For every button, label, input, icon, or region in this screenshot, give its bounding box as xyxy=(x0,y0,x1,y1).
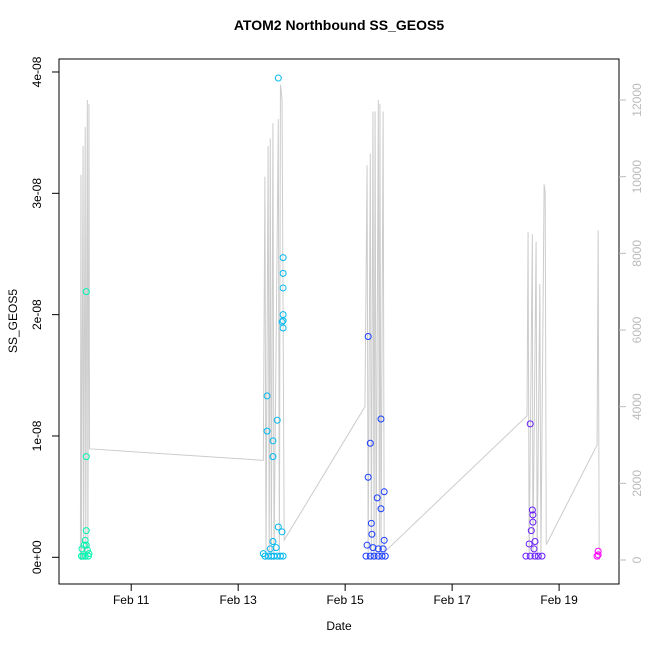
data-point xyxy=(363,541,371,549)
y2-tick-label: 0 xyxy=(630,556,644,563)
data-point xyxy=(377,505,385,513)
x-tick-label: Feb 17 xyxy=(433,593,471,607)
data-point xyxy=(593,552,601,560)
data-point xyxy=(527,527,535,535)
data-point xyxy=(379,545,387,553)
data-point xyxy=(364,473,372,481)
data-point xyxy=(381,552,389,560)
y-tick-label: 3e-08 xyxy=(30,178,44,209)
data-point xyxy=(538,552,546,560)
data-point xyxy=(374,545,382,553)
data-point xyxy=(366,439,374,447)
data-point xyxy=(525,540,533,548)
data-point xyxy=(77,552,85,560)
data-point xyxy=(531,538,539,546)
data-point xyxy=(82,453,90,461)
y2-tick-label: 10000 xyxy=(630,160,644,194)
data-point xyxy=(82,541,90,549)
data-point xyxy=(529,511,537,519)
data-point xyxy=(279,269,287,277)
data-point xyxy=(80,541,88,549)
data-point xyxy=(374,552,382,560)
data-point xyxy=(279,254,287,262)
data-point xyxy=(364,332,372,340)
x-tick-label: Feb 13 xyxy=(219,593,257,607)
y2-tick-label: 8000 xyxy=(630,240,644,267)
data-point xyxy=(274,74,282,82)
data-point xyxy=(526,552,534,560)
data-point xyxy=(378,552,386,560)
data-point xyxy=(531,552,539,560)
data-point xyxy=(266,545,274,553)
data-point xyxy=(263,392,271,400)
data-point xyxy=(82,288,90,296)
x-axis-label: Date xyxy=(326,619,352,633)
data-point xyxy=(530,545,538,553)
y-axis-label: SS_GEOS5 xyxy=(6,289,20,353)
y2-tick-label: 4000 xyxy=(630,393,644,420)
x-tick-label: Feb 15 xyxy=(326,593,364,607)
y-tick-label: 1e-08 xyxy=(30,420,44,451)
data-point xyxy=(534,552,542,560)
data-point xyxy=(278,528,286,536)
data-point xyxy=(274,523,282,531)
data-point xyxy=(370,552,378,560)
x-tick-label: Feb 11 xyxy=(113,593,150,607)
data-point xyxy=(276,552,284,560)
x-tick-label: Feb 19 xyxy=(540,593,578,607)
y-tick-label: 0e+00 xyxy=(30,540,44,574)
data-point xyxy=(279,284,287,292)
data-point xyxy=(269,453,277,461)
data-point xyxy=(81,536,89,544)
data-point xyxy=(380,536,388,544)
altitude-line xyxy=(79,84,600,561)
data-point xyxy=(85,550,93,558)
data-point xyxy=(82,527,90,535)
y-tick-label: 2e-08 xyxy=(30,299,44,330)
data-point xyxy=(380,488,388,496)
data-point xyxy=(368,530,376,538)
data-point xyxy=(594,547,602,555)
data-point xyxy=(269,538,277,546)
y2-tick-label: 6000 xyxy=(630,316,644,343)
data-point xyxy=(279,317,287,325)
data-point xyxy=(81,552,89,560)
y-tick-label: 4e-08 xyxy=(30,56,44,87)
data-point xyxy=(373,494,381,502)
data-point xyxy=(366,552,374,560)
data-point xyxy=(529,518,537,526)
data-point xyxy=(269,437,277,445)
data-point xyxy=(279,324,287,332)
data-point xyxy=(522,552,530,560)
data-point xyxy=(528,506,536,514)
data-point xyxy=(273,416,281,424)
data-point xyxy=(279,552,287,560)
plot-frame xyxy=(58,58,620,585)
data-point xyxy=(263,427,271,435)
data-point xyxy=(362,552,370,560)
data-point xyxy=(526,420,534,428)
data-point xyxy=(594,551,602,559)
y2-tick-label: 2000 xyxy=(630,470,644,497)
y2-tick-label: 12000 xyxy=(630,83,644,117)
data-point xyxy=(377,415,385,423)
data-point xyxy=(367,519,375,527)
chart-title: ATOM2 Northbound SS_GEOS5 xyxy=(234,17,444,33)
